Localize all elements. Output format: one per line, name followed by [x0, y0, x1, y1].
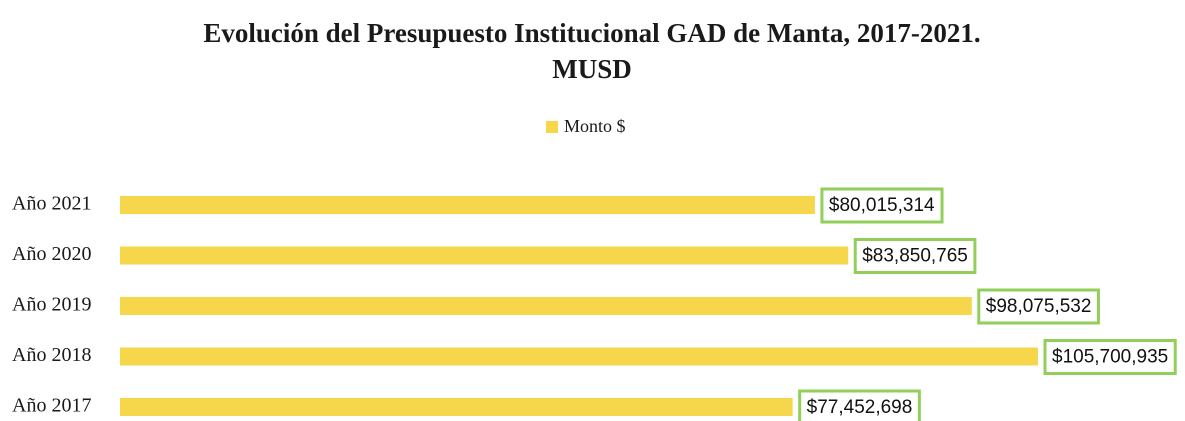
bar — [120, 297, 972, 315]
bar — [120, 196, 815, 214]
data-label-box — [798, 389, 921, 421]
legend-label: Monto $ — [564, 116, 626, 136]
data-label: $77,452,698 — [807, 397, 913, 418]
data-label: $98,075,532 — [986, 296, 1092, 317]
data-label-box — [820, 187, 944, 224]
bar — [120, 398, 793, 416]
bar — [120, 347, 1038, 366]
chart-subtitle: MUSD — [552, 54, 632, 84]
data-label: $105,700,935 — [1052, 347, 1168, 368]
legend-swatch — [546, 121, 558, 133]
data-label-box — [977, 288, 1100, 325]
y-tick-label: Año 2019 — [12, 294, 91, 316]
data-label-box — [853, 238, 977, 274]
data-label: $80,015,314 — [829, 195, 935, 216]
y-tick-label: Año 2018 — [12, 344, 91, 366]
y-tick-label: Año 2017 — [12, 395, 91, 417]
chart-title: Evolución del Presupuesto Institucional … — [203, 18, 980, 48]
data-label-box — [1043, 339, 1177, 375]
y-tick-label: Año 2020 — [12, 243, 91, 265]
data-label: $83,850,765 — [862, 246, 968, 267]
bar — [120, 246, 849, 265]
y-tick-label: Año 2021 — [12, 193, 91, 215]
